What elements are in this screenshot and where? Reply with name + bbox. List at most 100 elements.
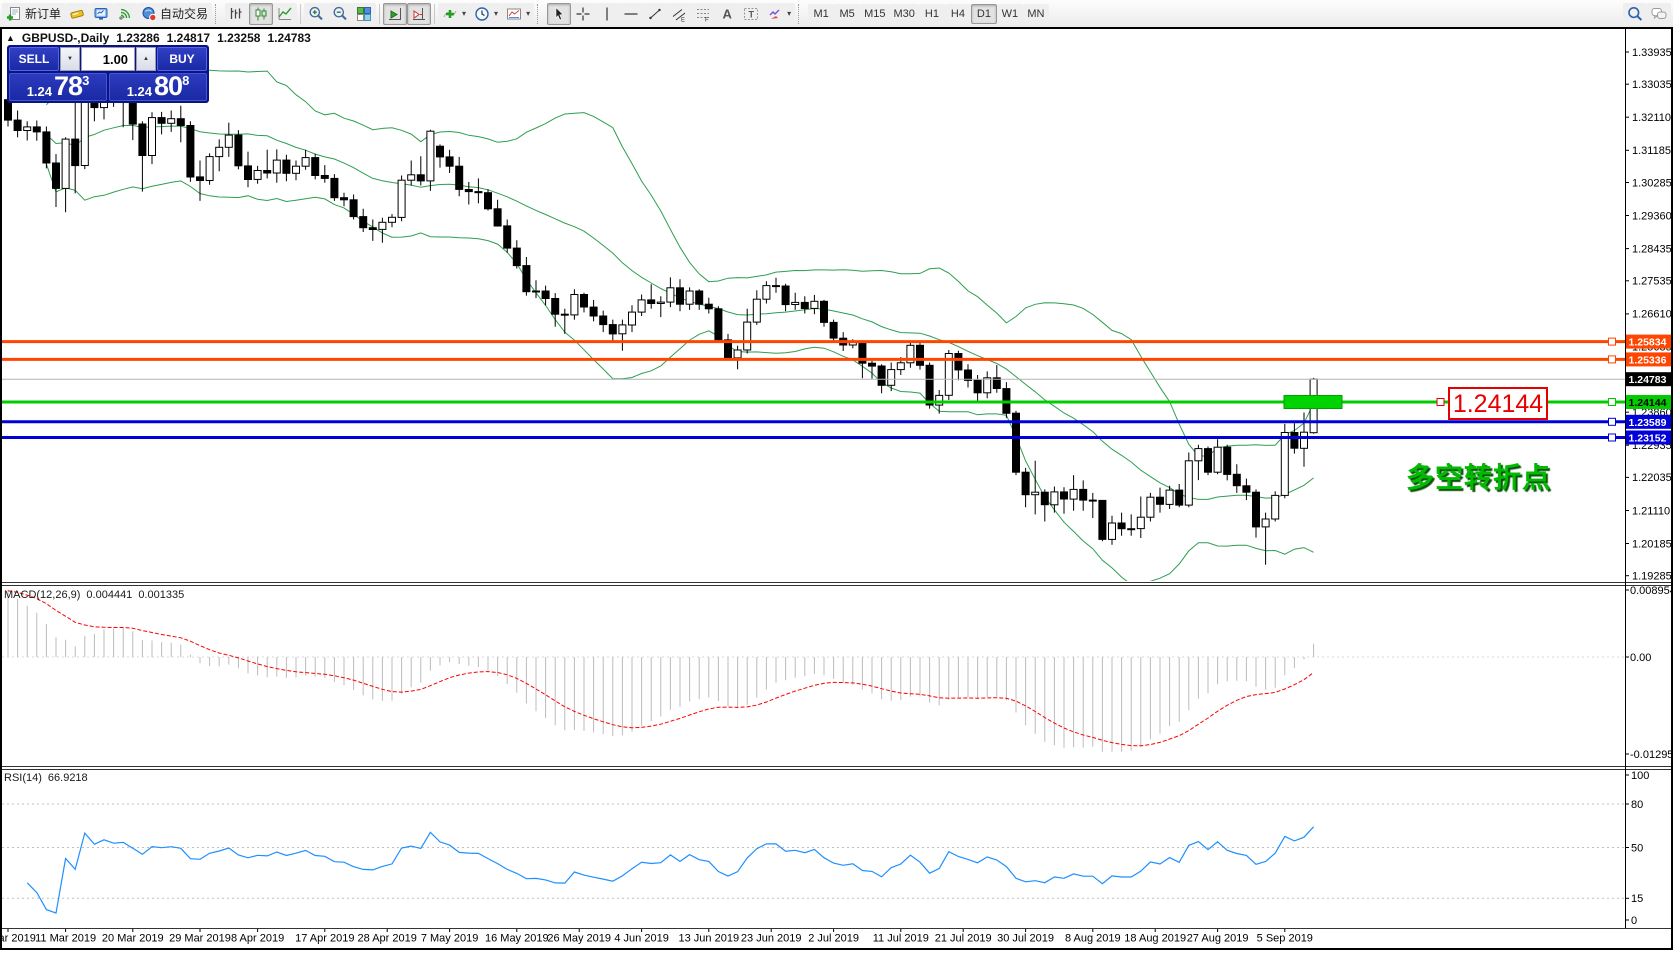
candle: [868, 362, 876, 367]
indicators-button[interactable]: ▾: [438, 2, 471, 25]
candle: [1165, 489, 1174, 505]
timeframe-d1[interactable]: D1: [970, 3, 997, 24]
chart-shift-button[interactable]: [407, 2, 432, 25]
templates-button[interactable]: ▾: [502, 2, 535, 25]
toolbar-grip[interactable]: [537, 3, 542, 24]
tile-windows-button[interactable]: [352, 2, 377, 25]
arrows-button[interactable]: ▾: [763, 2, 796, 25]
candle: [186, 125, 195, 178]
autotrading-button[interactable]: 自动交易: [137, 2, 213, 25]
timeframe-mn[interactable]: MN: [1022, 3, 1049, 24]
line-handle[interactable]: [1608, 355, 1616, 364]
date-tick-label: 29 Mar 2019: [169, 933, 231, 945]
price-tick-label: 1.29360: [1632, 210, 1672, 222]
timeframe-m15[interactable]: M15: [860, 3, 890, 24]
candle: [205, 156, 214, 182]
periods-button[interactable]: ▾: [470, 2, 503, 25]
candle: [436, 145, 444, 158]
candle: [474, 191, 483, 194]
crosshair-button[interactable]: [571, 2, 596, 25]
line-handle[interactable]: [1608, 398, 1616, 406]
toolbar-separator: [379, 3, 381, 24]
timeframe-h4[interactable]: H4: [944, 3, 971, 24]
hline-icon: [623, 6, 639, 22]
text-label-button[interactable]: T: [739, 2, 764, 25]
volume-decrease-button[interactable]: ▼: [60, 47, 80, 71]
candlestick-chart-button[interactable]: [249, 2, 274, 25]
timeframe-m5[interactable]: M5: [834, 3, 861, 24]
auto-scroll-button[interactable]: [383, 2, 408, 25]
trendline-button[interactable]: [643, 2, 668, 25]
annotation-note-text[interactable]: 多空转折点: [1406, 462, 1552, 493]
pane-divider[interactable]: [2, 769, 1671, 770]
buy-price[interactable]: 1.24 80 8: [109, 73, 207, 101]
button-label: D1: [976, 7, 991, 20]
green-highlight-box[interactable]: [1283, 395, 1343, 409]
date-tick-label: 1 Mar 2019: [0, 933, 36, 945]
buy-button[interactable]: BUY: [157, 47, 207, 71]
price-annotation-box[interactable]: 1.24144: [1448, 387, 1548, 420]
new-order-button[interactable]: 新订单: [2, 2, 66, 25]
horizontal-line-button[interactable]: [619, 2, 644, 25]
dropdown-caret-icon[interactable]: ▾: [462, 9, 467, 18]
candle: [157, 117, 166, 124]
sell-price-big: 78: [54, 71, 83, 101]
timeframe-m1[interactable]: M1: [808, 3, 835, 24]
macd-indicator-label: MACD(12,26,9) 0.004441 0.001335: [4, 589, 184, 601]
line-handle[interactable]: [1608, 433, 1616, 442]
line-handle[interactable]: [1608, 417, 1616, 426]
collapse-panel-icon[interactable]: ▲: [6, 33, 15, 43]
signals-button[interactable]: [113, 2, 138, 25]
pane-divider[interactable]: [2, 585, 1671, 586]
line-handle[interactable]: [1608, 337, 1616, 346]
volume-increase-button[interactable]: ▲: [136, 47, 156, 71]
cursor-icon: [551, 6, 567, 22]
fibonacci-button[interactable]: F: [691, 2, 716, 25]
dropdown-caret-icon[interactable]: ▾: [787, 9, 792, 18]
candle: [1060, 491, 1068, 500]
candle: [541, 290, 550, 299]
date-tick-label: 13 Jun 2019: [679, 933, 740, 945]
sell-button[interactable]: SELL: [9, 47, 59, 71]
timeframe-m30[interactable]: M30: [889, 3, 919, 24]
dropdown-caret-icon[interactable]: ▾: [494, 9, 499, 18]
search-button[interactable]: [1623, 2, 1647, 25]
price-tick-label: 1.30285: [1632, 177, 1672, 189]
sell-price[interactable]: 1.24 78 3: [9, 73, 107, 101]
toolbar-grip[interactable]: [798, 3, 803, 24]
rsi-line: [26, 826, 1315, 914]
pane-divider[interactable]: [2, 928, 1671, 929]
button-label: W1: [1001, 7, 1019, 20]
text-button[interactable]: A: [715, 2, 740, 25]
candle: [176, 118, 185, 126]
line-chart-button[interactable]: [273, 2, 298, 25]
sell-price-small: 1.24: [26, 84, 53, 99]
cursor-button[interactable]: [547, 2, 572, 25]
candle: [1127, 528, 1136, 531]
market-watch-button[interactable]: [89, 2, 114, 25]
volume-input[interactable]: [80, 47, 136, 71]
timeframe-w1[interactable]: W1: [996, 3, 1023, 24]
macd-scale-label: 0.00: [1630, 652, 1651, 664]
toolbar-grip[interactable]: [215, 3, 220, 24]
annotation-connector-handle[interactable]: [1436, 398, 1445, 406]
zoom-in-button[interactable]: [304, 2, 329, 25]
date-tick-label: 28 Apr 2019: [358, 933, 417, 945]
dropdown-caret-icon[interactable]: ▾: [526, 9, 531, 18]
community-chat-button[interactable]: [1647, 2, 1671, 25]
date-tick-label: 30 Jul 2019: [997, 933, 1054, 945]
zoom-out-button[interactable]: [328, 2, 353, 25]
candle: [1242, 485, 1251, 493]
rsi-name: RSI(14): [4, 772, 42, 784]
equidistant-channel-button[interactable]: E: [667, 2, 692, 25]
price-axis[interactable]: 1.33935 1.33035 1.32110 1.31185 1.30285 1.293…: [1625, 47, 1673, 927]
pane-divider[interactable]: [2, 766, 1671, 767]
bar-chart-button[interactable]: [225, 2, 250, 25]
vertical-line-button[interactable]: [595, 2, 620, 25]
timeframe-h1[interactable]: H1: [918, 3, 945, 24]
price-tick-label: 1.20185: [1632, 538, 1672, 550]
quotes-button[interactable]: [65, 2, 90, 25]
pane-divider[interactable]: [2, 582, 1671, 583]
